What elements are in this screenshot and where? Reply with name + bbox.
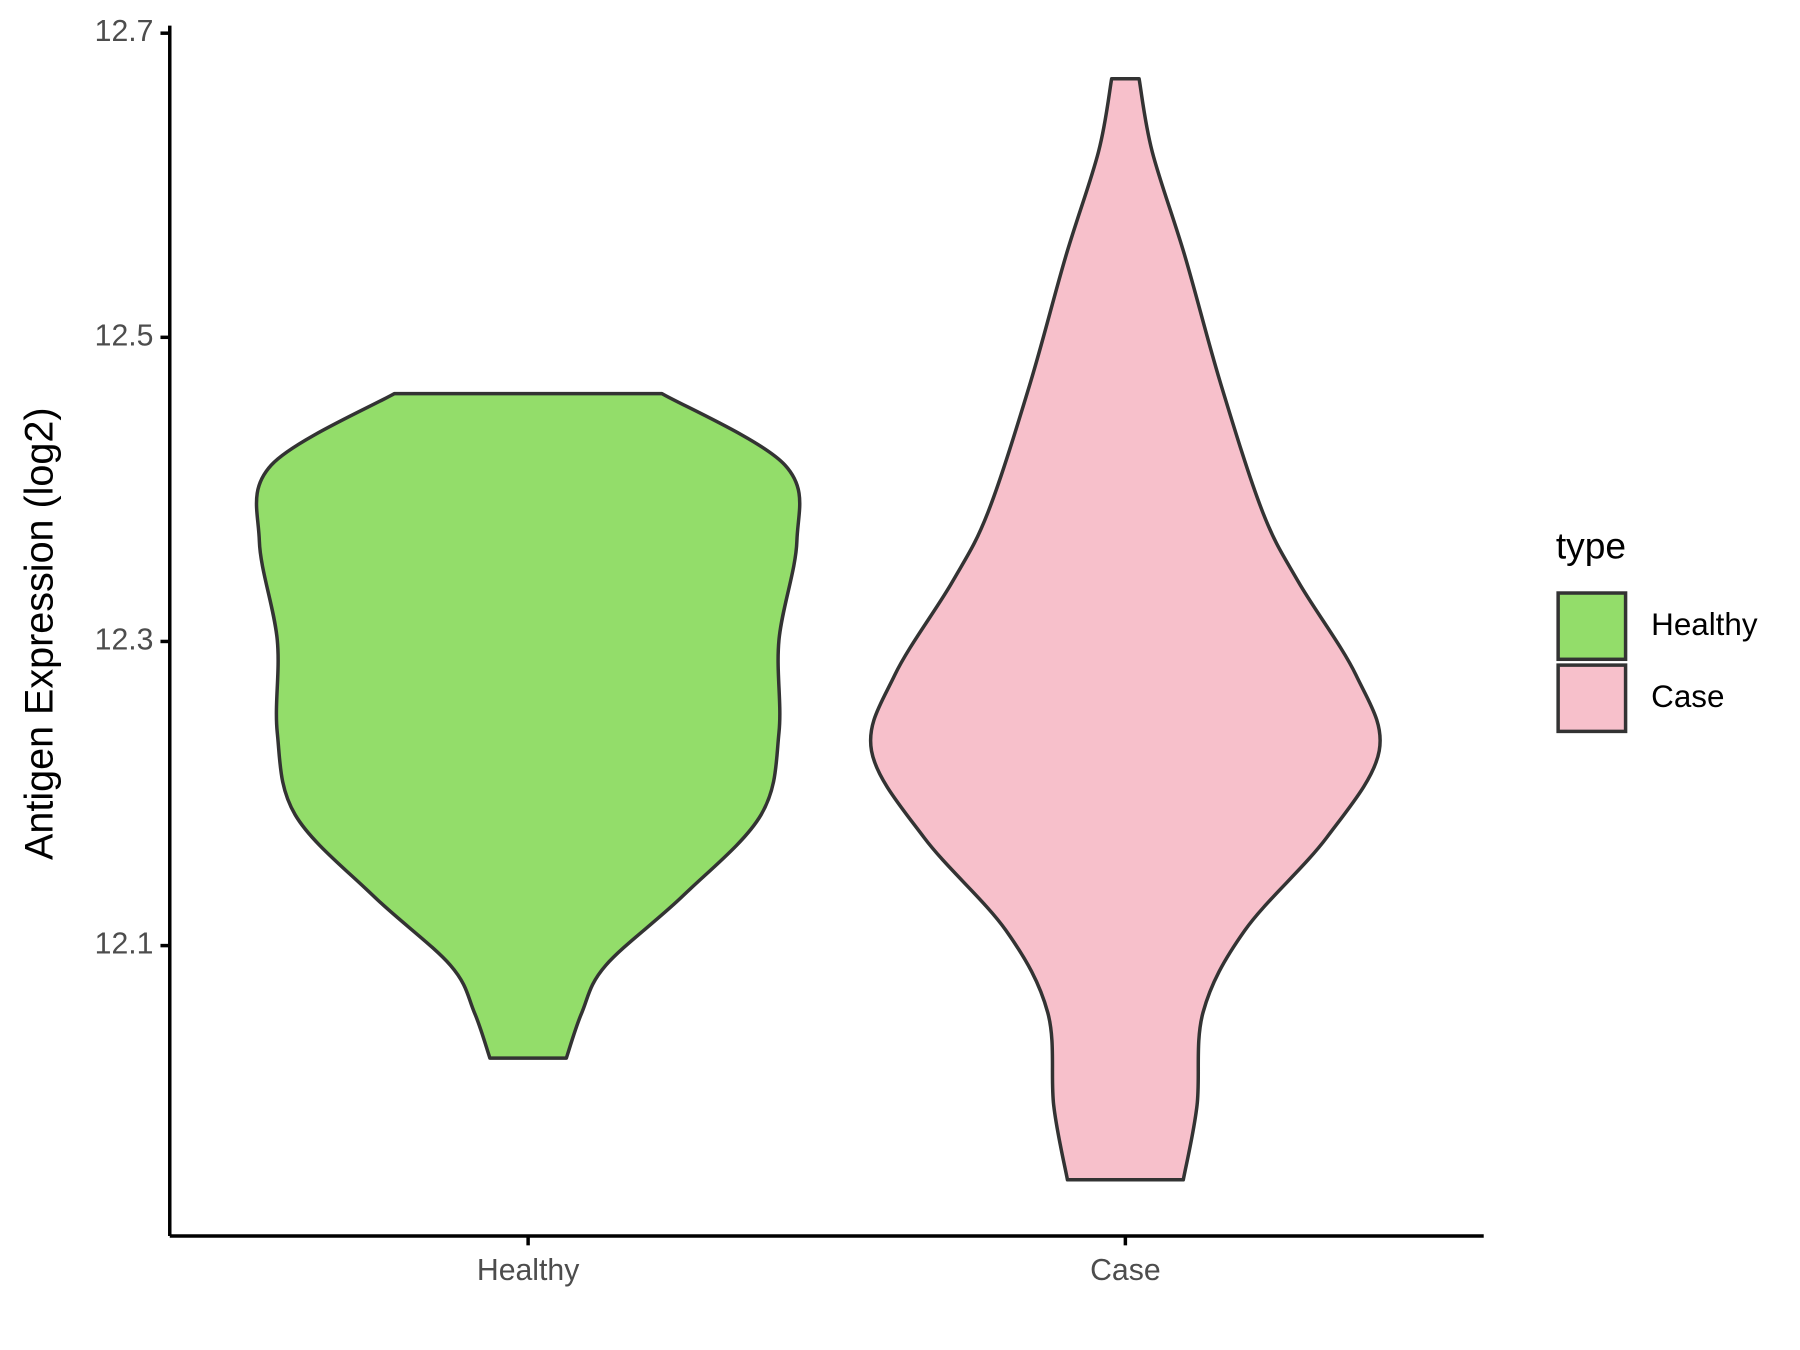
legend-title: type — [1556, 525, 1626, 567]
y-tick-label: 12.1 — [95, 928, 154, 961]
legend-label: Case — [1651, 679, 1724, 714]
y-tick-label: 12.7 — [95, 15, 154, 48]
y-tick-label: 12.3 — [95, 623, 154, 656]
violin — [868, 77, 1382, 1182]
legend-key — [1556, 663, 1628, 734]
legend-key — [1556, 591, 1628, 662]
legend-label: Healthy — [1651, 607, 1758, 642]
y-axis-title: Antigen Expression (log2) — [17, 407, 61, 859]
y-tick-label: 12.5 — [95, 319, 154, 352]
x-tick-label: Healthy — [477, 1254, 580, 1287]
violin — [254, 391, 802, 1060]
x-tick-label: Case — [1090, 1254, 1161, 1287]
